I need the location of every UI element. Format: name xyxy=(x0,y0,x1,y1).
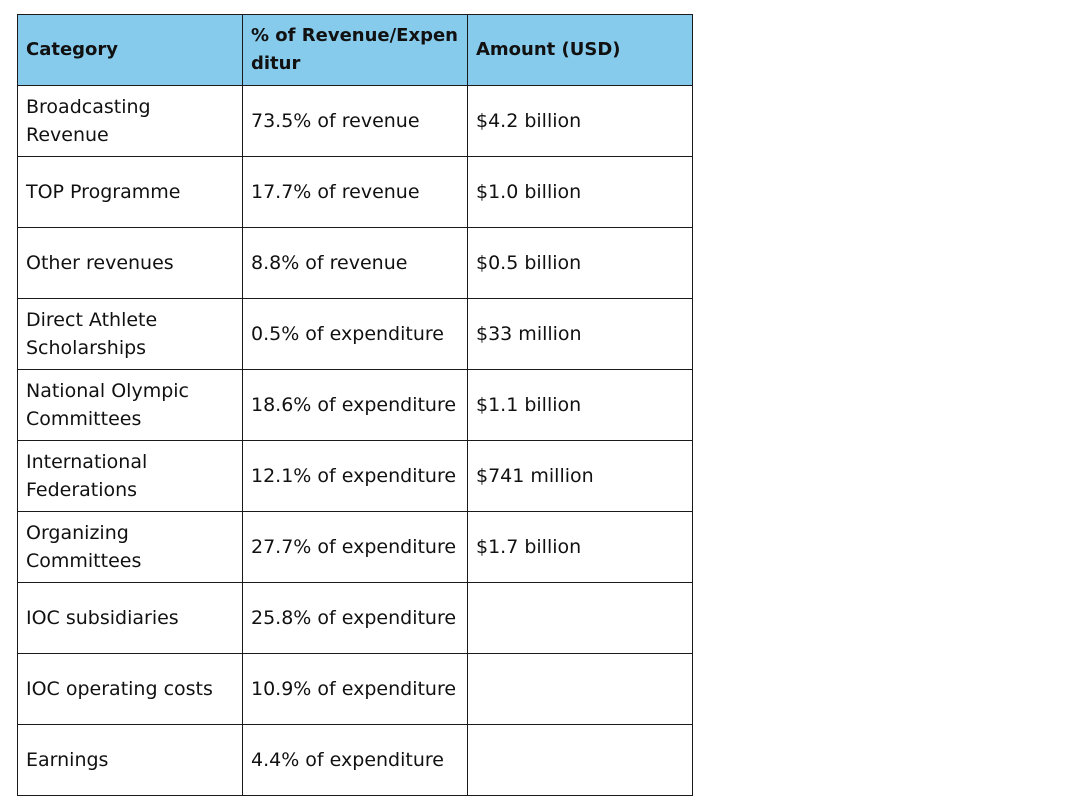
table-row: Earnings 4.4% of expenditure xyxy=(17,724,693,796)
header-amount: Amount (USD) xyxy=(467,14,693,86)
percent-cell: 8.8% of revenue xyxy=(242,227,468,299)
amount-cell: $741 million xyxy=(467,440,693,512)
amount-cell xyxy=(467,582,693,654)
amount-cell xyxy=(467,653,693,725)
table-header-row: Category % of Revenue/Expenditur Amount … xyxy=(17,14,693,86)
table-row: Organizing Committees 27.7% of expenditu… xyxy=(17,511,693,583)
header-category: Category xyxy=(17,14,243,86)
amount-cell xyxy=(467,724,693,796)
header-percent: % of Revenue/Expenditur xyxy=(242,14,468,86)
percent-cell: 18.6% of expenditure xyxy=(242,369,468,441)
table-row: International Federations 12.1% of expen… xyxy=(17,440,693,512)
amount-cell: $1.0 billion xyxy=(467,156,693,228)
category-cell: Direct Athlete Scholarships xyxy=(17,298,243,370)
percent-cell: 17.7% of revenue xyxy=(242,156,468,228)
table-row: TOP Programme 17.7% of revenue $1.0 bill… xyxy=(17,156,693,228)
amount-cell: $1.7 billion xyxy=(467,511,693,583)
percent-cell: 10.9% of expenditure xyxy=(242,653,468,725)
table-row: National Olympic Committees 18.6% of exp… xyxy=(17,369,693,441)
category-cell: IOC operating costs xyxy=(17,653,243,725)
table-row: Direct Athlete Scholarships 0.5% of expe… xyxy=(17,298,693,370)
amount-cell: $0.5 billion xyxy=(467,227,693,299)
category-cell: Earnings xyxy=(17,724,243,796)
revenue-expenditure-table: Category % of Revenue/Expenditur Amount … xyxy=(17,14,693,796)
category-cell: Organizing Committees xyxy=(17,511,243,583)
percent-cell: 12.1% of expenditure xyxy=(242,440,468,512)
percent-cell: 0.5% of expenditure xyxy=(242,298,468,370)
table-row: IOC operating costs 10.9% of expenditure xyxy=(17,653,693,725)
percent-cell: 27.7% of expenditure xyxy=(242,511,468,583)
category-cell: TOP Programme xyxy=(17,156,243,228)
category-cell: Broadcasting Revenue xyxy=(17,85,243,157)
category-cell: Other revenues xyxy=(17,227,243,299)
table-row: Broadcasting Revenue 73.5% of revenue $4… xyxy=(17,85,693,157)
category-cell: National Olympic Committees xyxy=(17,369,243,441)
amount-cell: $4.2 billion xyxy=(467,85,693,157)
percent-cell: 4.4% of expenditure xyxy=(242,724,468,796)
percent-cell: 73.5% of revenue xyxy=(242,85,468,157)
percent-cell: 25.8% of expenditure xyxy=(242,582,468,654)
table-row: IOC subsidiaries 25.8% of expenditure xyxy=(17,582,693,654)
amount-cell: $33 million xyxy=(467,298,693,370)
category-cell: IOC subsidiaries xyxy=(17,582,243,654)
category-cell: International Federations xyxy=(17,440,243,512)
table-row: Other revenues 8.8% of revenue $0.5 bill… xyxy=(17,227,693,299)
amount-cell: $1.1 billion xyxy=(467,369,693,441)
